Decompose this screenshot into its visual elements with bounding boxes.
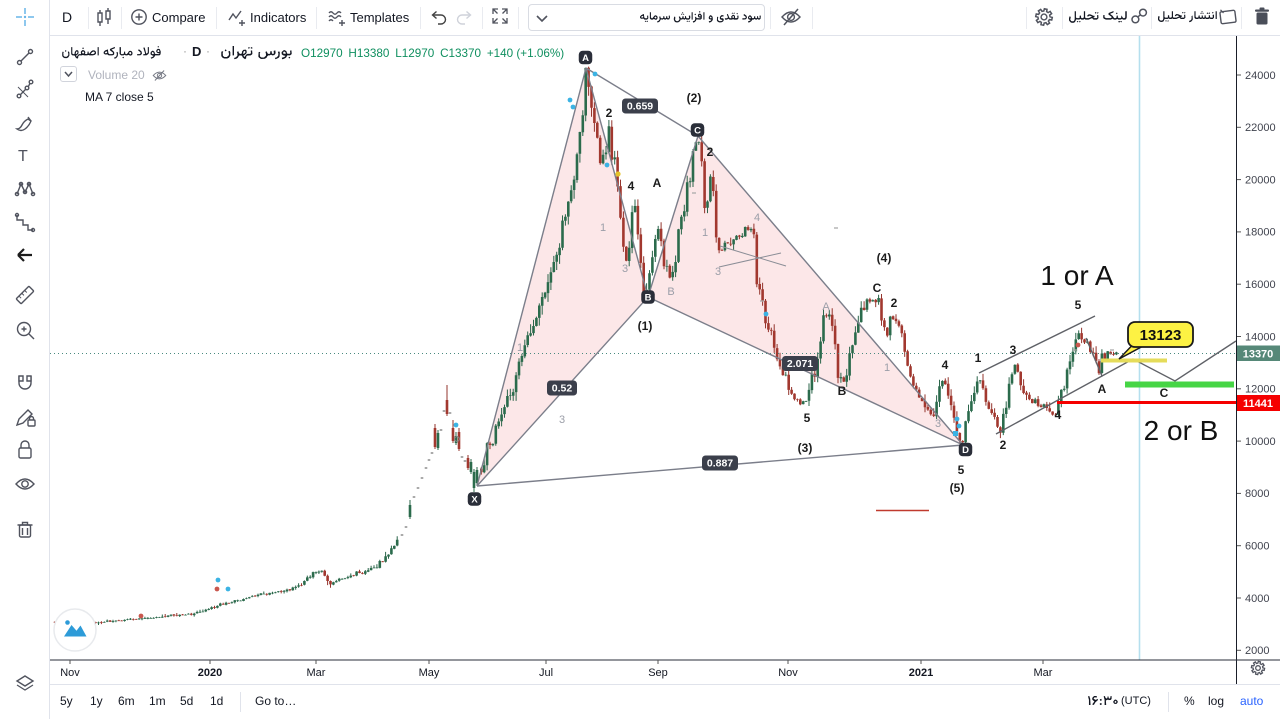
svg-text:A: A — [822, 301, 830, 313]
svg-text:2021: 2021 — [909, 667, 933, 679]
svg-text:16000: 16000 — [1245, 279, 1276, 291]
svg-text:C: C — [694, 126, 701, 137]
svg-text:12000: 12000 — [1245, 384, 1276, 396]
svg-text:2 or B: 2 or B — [1144, 415, 1219, 446]
svg-text:2000: 2000 — [1245, 645, 1269, 657]
svg-text:A: A — [1098, 382, 1107, 396]
svg-text:24000: 24000 — [1245, 70, 1276, 82]
svg-text:4: 4 — [754, 212, 760, 224]
svg-text:13123: 13123 — [1140, 327, 1182, 344]
svg-text:(1): (1) — [638, 319, 653, 333]
svg-text:(2): (2) — [687, 91, 702, 105]
svg-text:5: 5 — [1075, 298, 1082, 312]
svg-text:13370: 13370 — [1243, 348, 1274, 360]
svg-text:D: D — [962, 445, 969, 456]
svg-text:0.887: 0.887 — [707, 458, 733, 470]
svg-text:10000: 10000 — [1245, 436, 1276, 448]
svg-text:Nov: Nov — [778, 667, 798, 679]
svg-text:May: May — [419, 667, 440, 679]
svg-text:1: 1 — [702, 227, 708, 239]
svg-text:4000: 4000 — [1245, 593, 1269, 605]
svg-text:0.659: 0.659 — [627, 101, 653, 113]
svg-text:1: 1 — [884, 362, 890, 374]
svg-text:8000: 8000 — [1245, 488, 1269, 500]
svg-text:2: 2 — [1000, 438, 1007, 452]
svg-text:1: 1 — [975, 351, 982, 365]
svg-text:2020: 2020 — [198, 667, 222, 679]
svg-text:4: 4 — [1055, 408, 1062, 422]
svg-text:B: B — [838, 384, 847, 398]
svg-text:18000: 18000 — [1245, 227, 1276, 239]
svg-text:Mar: Mar — [1034, 667, 1053, 679]
svg-text:2: 2 — [707, 145, 714, 159]
svg-text:C: C — [1160, 386, 1169, 400]
svg-text:20000: 20000 — [1245, 174, 1276, 186]
svg-text:2: 2 — [891, 296, 898, 310]
svg-text:22000: 22000 — [1245, 122, 1276, 134]
svg-text:6000: 6000 — [1245, 541, 1269, 553]
svg-text:0.52: 0.52 — [552, 383, 573, 395]
svg-text:(3): (3) — [798, 441, 813, 455]
svg-text:2: 2 — [606, 106, 613, 120]
svg-text:1: 1 — [517, 342, 523, 354]
svg-text:3: 3 — [935, 418, 941, 430]
svg-text:Sep: Sep — [648, 667, 668, 679]
svg-text:A: A — [653, 176, 662, 190]
svg-text:3: 3 — [715, 266, 721, 278]
svg-text:2.071: 2.071 — [787, 358, 813, 370]
svg-text:11441: 11441 — [1243, 398, 1273, 410]
svg-text:B: B — [667, 286, 674, 298]
svg-text:X: X — [471, 495, 478, 506]
svg-text:A: A — [582, 53, 589, 64]
svg-text:1 or A: 1 or A — [1040, 260, 1113, 291]
svg-text:(4): (4) — [877, 251, 892, 265]
svg-text:Nov: Nov — [60, 667, 80, 679]
svg-text:3: 3 — [1010, 343, 1017, 357]
svg-text:3: 3 — [622, 263, 628, 275]
svg-text:5: 5 — [804, 411, 811, 425]
svg-text:Mar: Mar — [307, 667, 326, 679]
svg-text:(5): (5) — [950, 481, 965, 495]
svg-text:1: 1 — [600, 222, 606, 234]
svg-text:B: B — [645, 293, 652, 304]
svg-text:5: 5 — [958, 463, 965, 477]
svg-text:C: C — [873, 281, 882, 295]
svg-text:3: 3 — [559, 414, 565, 426]
svg-text:Jul: Jul — [539, 667, 553, 679]
svg-text:4: 4 — [942, 358, 949, 372]
svg-text:14000: 14000 — [1245, 331, 1276, 343]
svg-text:4: 4 — [628, 179, 635, 193]
